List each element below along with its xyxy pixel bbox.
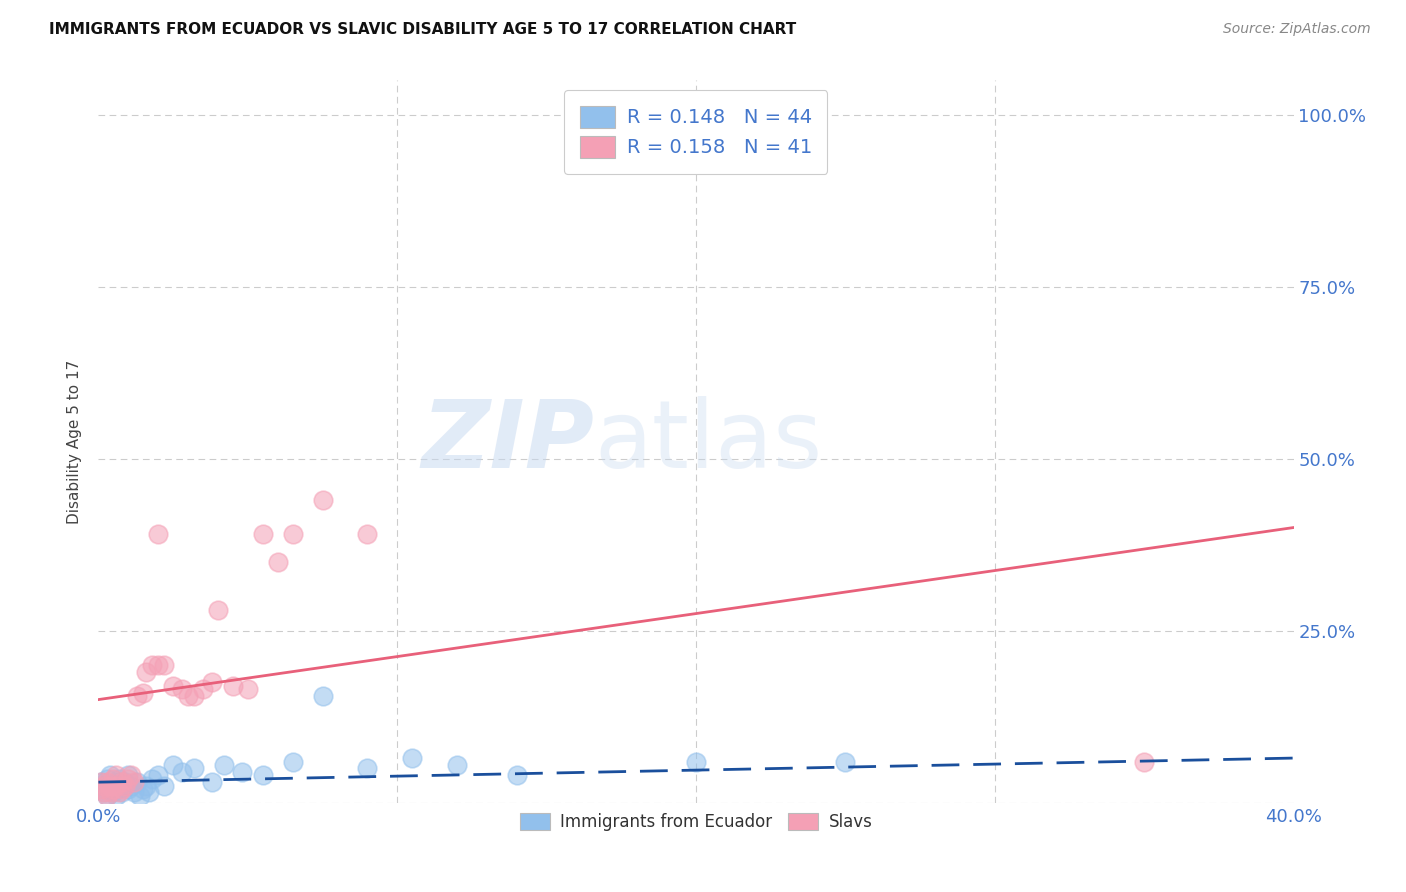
Point (111, 782, 134, 797)
Point (222, 679, 245, 693)
Text: ZIP: ZIP (422, 395, 595, 488)
Point (135, 665, 157, 679)
Point (111, 785, 134, 799)
Point (127, 689, 149, 703)
Point (98, 782, 122, 797)
Legend: Immigrants from Ecuador, Slavs: Immigrants from Ecuador, Slavs (513, 806, 879, 838)
Point (90, 782, 112, 797)
Point (117, 768, 139, 782)
Point (93, 779, 115, 793)
Point (120, 768, 142, 782)
Point (236, 682, 259, 697)
Point (252, 768, 274, 782)
Point (93, 785, 115, 799)
Point (111, 779, 134, 793)
Point (281, 755, 304, 769)
Point (135, 779, 157, 793)
Point (98, 785, 122, 799)
Point (96, 772, 118, 786)
Point (311, 689, 333, 703)
Point (103, 785, 125, 799)
Point (98, 768, 122, 782)
Point (201, 675, 224, 690)
Point (111, 775, 134, 789)
Point (132, 686, 155, 700)
Point (105, 779, 128, 793)
Point (127, 775, 149, 789)
Point (401, 751, 423, 765)
Point (141, 772, 163, 786)
Point (1133, 755, 1156, 769)
Point (148, 768, 170, 782)
Point (114, 775, 136, 789)
Point (105, 775, 128, 789)
Point (93, 785, 115, 799)
Point (108, 772, 131, 786)
Point (212, 758, 235, 772)
Point (446, 758, 468, 772)
Point (105, 768, 128, 782)
Point (96, 775, 118, 789)
Point (153, 779, 176, 793)
Point (148, 658, 170, 673)
Point (183, 761, 205, 775)
Point (108, 785, 131, 799)
Text: IMMIGRANTS FROM ECUADOR VS SLAVIC DISABILITY AGE 5 TO 17 CORRELATION CHART: IMMIGRANTS FROM ECUADOR VS SLAVIC DISABI… (49, 22, 796, 37)
Point (90, 775, 112, 789)
Point (141, 658, 163, 673)
Point (132, 782, 155, 797)
Point (281, 527, 304, 541)
Point (183, 689, 205, 703)
Point (129, 789, 152, 803)
Point (252, 527, 274, 541)
Point (153, 658, 176, 673)
Point (138, 785, 160, 799)
Point (93, 779, 115, 793)
Point (96, 789, 118, 803)
Point (177, 689, 200, 703)
Point (124, 785, 146, 799)
Point (105, 789, 128, 803)
Point (506, 768, 529, 782)
Point (267, 555, 290, 569)
Point (96, 789, 118, 803)
Point (172, 764, 194, 779)
Point (162, 758, 184, 772)
Point (162, 679, 184, 693)
Y-axis label: Disability Age 5 to 17: Disability Age 5 to 17 (67, 359, 83, 524)
Point (103, 772, 125, 786)
Point (103, 779, 125, 793)
Text: atlas: atlas (595, 395, 823, 488)
Point (356, 527, 378, 541)
Point (201, 775, 224, 789)
Text: Source: ZipAtlas.com: Source: ZipAtlas.com (1223, 22, 1371, 37)
Point (108, 782, 131, 797)
Point (311, 493, 333, 508)
Point (124, 775, 146, 789)
Point (207, 603, 229, 617)
Point (117, 782, 139, 797)
Point (120, 779, 142, 793)
Point (90, 775, 112, 789)
Point (114, 779, 136, 793)
Point (98, 779, 122, 793)
Point (103, 782, 125, 797)
Point (685, 755, 707, 769)
Point (834, 755, 856, 769)
Point (90, 782, 112, 797)
Point (148, 527, 170, 541)
Point (117, 772, 139, 786)
Point (231, 764, 253, 779)
Point (191, 682, 214, 697)
Point (172, 682, 194, 697)
Point (356, 761, 378, 775)
